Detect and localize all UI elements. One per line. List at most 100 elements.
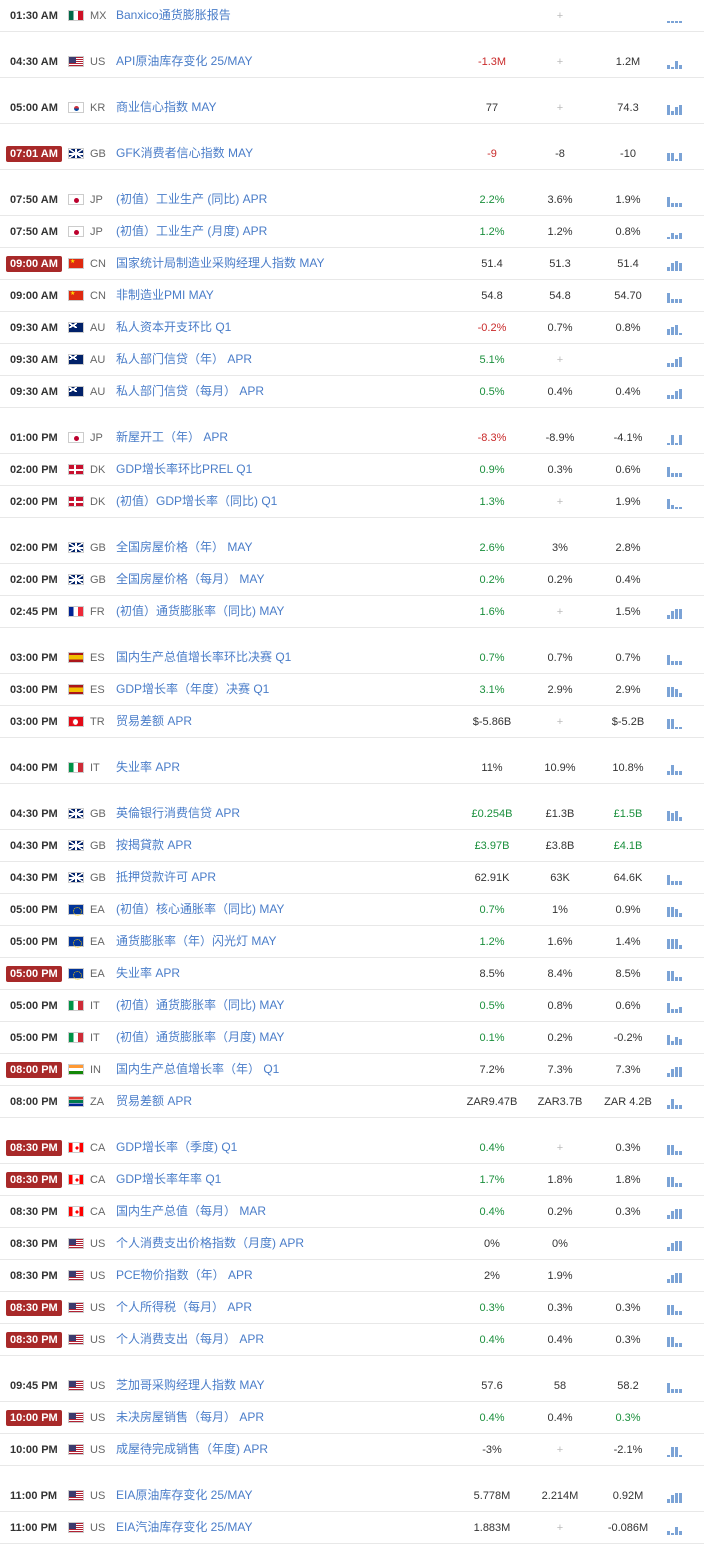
calendar-row[interactable]: 05:00 PMEA通货膨胀率（年）闪光灯 MAY1.2%1.6%1.4% — [0, 926, 704, 958]
event-name[interactable]: EIA汽油库存变化 25/MAY — [116, 1520, 458, 1536]
event-name[interactable]: (初值）工业生产 (同比) APR — [116, 192, 458, 208]
chart-cell[interactable] — [662, 289, 704, 303]
event-name[interactable]: GDP增长率环比PREL Q1 — [116, 462, 458, 478]
calendar-row[interactable]: 03:00 PMESGDP增长率（年度）决赛 Q13.1%2.9%2.9% — [0, 674, 704, 706]
chart-cell[interactable] — [662, 1521, 704, 1535]
calendar-row[interactable]: 09:00 AMCN非制造业PMI MAY54.854.854.70 — [0, 280, 704, 312]
chart-cell[interactable] — [662, 715, 704, 729]
event-name[interactable]: 未决房屋销售（每月） APR — [116, 1410, 458, 1426]
chart-cell[interactable] — [662, 321, 704, 335]
chart-cell[interactable] — [662, 353, 704, 367]
chart-cell[interactable] — [662, 147, 704, 161]
event-name[interactable]: 全国房屋价格（年） MAY — [116, 540, 458, 556]
calendar-row[interactable]: 05:00 PMEA失业率 APR8.5%8.4%8.5% — [0, 958, 704, 990]
calendar-row[interactable]: 04:30 PMGB英倫银行消费信贷 APR£0.254B£1.3B£1.5B — [0, 798, 704, 830]
chart-cell[interactable] — [662, 101, 704, 115]
chart-cell[interactable] — [662, 225, 704, 239]
event-name[interactable]: 私人资本开支环比 Q1 — [116, 320, 458, 336]
event-name[interactable]: 私人部门信贷（每月） APR — [116, 384, 458, 400]
calendar-row[interactable]: 08:30 PMCA国内生产总值（每月） MAR0.4%0.2%0.3% — [0, 1196, 704, 1228]
calendar-row[interactable]: 04:30 AMUSAPI原油库存变化 25/MAY-1.3M+1.2M — [0, 46, 704, 78]
calendar-row[interactable]: 05:00 PMIT(初值）通货膨胀率（月度) MAY0.1%0.2%-0.2% — [0, 1022, 704, 1054]
chart-cell[interactable] — [662, 1205, 704, 1219]
calendar-row[interactable]: 01:30 AMMXBanxico通货膨胀报告+ — [0, 0, 704, 32]
chart-cell[interactable] — [662, 9, 704, 23]
calendar-row[interactable]: 04:30 PMGB按揭貸款 APR£3.97B£3.8B£4.1B — [0, 830, 704, 862]
event-name[interactable]: 按揭貸款 APR — [116, 838, 458, 854]
event-name[interactable]: 抵押贷款许可 APR — [116, 870, 458, 886]
calendar-row[interactable]: 05:00 AMKR商业信心指数 MAY77+74.3 — [0, 92, 704, 124]
chart-cell[interactable] — [662, 683, 704, 697]
calendar-row[interactable]: 07:50 AMJP(初值）工业生产 (同比) APR2.2%3.6%1.9% — [0, 184, 704, 216]
chart-cell[interactable] — [662, 1063, 704, 1077]
chart-cell[interactable] — [662, 999, 704, 1013]
chart-cell[interactable] — [662, 605, 704, 619]
event-name[interactable]: 国内生产总值增长率环比决赛 Q1 — [116, 650, 458, 666]
calendar-row[interactable]: 08:30 PMCAGDP增长率年率 Q11.7%1.8%1.8% — [0, 1164, 704, 1196]
event-name[interactable]: GDP增长率（季度) Q1 — [116, 1140, 458, 1156]
chart-cell[interactable] — [662, 871, 704, 885]
chart-cell[interactable] — [662, 193, 704, 207]
event-name[interactable]: 非制造业PMI MAY — [116, 288, 458, 304]
calendar-row[interactable]: 08:30 PMUS个人消费支出（每月） APR0.4%0.4%0.3% — [0, 1324, 704, 1356]
calendar-row[interactable]: 07:01 AMGBGFK消费者信心指数 MAY-9-8-10 — [0, 138, 704, 170]
calendar-row[interactable]: 08:30 PMUS个人消费支出价格指数（月度) APR0%0% — [0, 1228, 704, 1260]
chart-cell[interactable] — [662, 903, 704, 917]
chart-cell[interactable] — [662, 1095, 704, 1109]
calendar-row[interactable]: 02:00 PMDK(初值）GDP增长率（同比) Q11.3%+1.9% — [0, 486, 704, 518]
chart-cell[interactable] — [662, 463, 704, 477]
event-name[interactable]: 国家统计局制造业采购经理人指数 MAY — [116, 256, 458, 272]
event-name[interactable]: 成屋待完成销售（年度) APR — [116, 1442, 458, 1458]
chart-cell[interactable] — [662, 1269, 704, 1283]
event-name[interactable]: 国内生产总值（每月） MAR — [116, 1204, 458, 1220]
chart-cell[interactable] — [662, 1031, 704, 1045]
calendar-row[interactable]: 11:00 PMUSEIA原油库存变化 25/MAY5.778M2.214M0.… — [0, 1480, 704, 1512]
event-name[interactable]: 国内生产总值增长率（年） Q1 — [116, 1062, 458, 1078]
calendar-row[interactable]: 08:00 PMIN国内生产总值增长率（年） Q17.2%7.3%7.3% — [0, 1054, 704, 1086]
event-name[interactable]: API原油库存变化 25/MAY — [116, 54, 458, 70]
chart-cell[interactable] — [662, 651, 704, 665]
event-name[interactable]: 通货膨胀率（年）闪光灯 MAY — [116, 934, 458, 950]
event-name[interactable]: 个人所得税（每月） APR — [116, 1300, 458, 1316]
calendar-row[interactable]: 02:45 PMFR(初值）通货膨胀率（同比) MAY1.6%+1.5% — [0, 596, 704, 628]
calendar-row[interactable]: 08:00 PMZA贸易差额 APRZAR9.47BZAR3.7BZAR 4.2… — [0, 1086, 704, 1118]
chart-cell[interactable] — [662, 385, 704, 399]
chart-cell[interactable] — [662, 935, 704, 949]
event-name[interactable]: Banxico通货膨胀报告 — [116, 8, 458, 24]
calendar-row[interactable]: 09:00 AMCN国家统计局制造业采购经理人指数 MAY51.451.351.… — [0, 248, 704, 280]
event-name[interactable]: 私人部门信贷（年） APR — [116, 352, 458, 368]
event-name[interactable]: (初值）GDP增长率（同比) Q1 — [116, 494, 458, 510]
calendar-row[interactable]: 07:50 AMJP(初值）工业生产 (月度) APR1.2%1.2%0.8% — [0, 216, 704, 248]
event-name[interactable]: 贸易差额 APR — [116, 714, 458, 730]
event-name[interactable]: (初值）通货膨胀率（同比) MAY — [116, 604, 458, 620]
chart-cell[interactable] — [662, 1379, 704, 1393]
event-name[interactable]: 全国房屋价格（每月） MAY — [116, 572, 458, 588]
event-name[interactable]: GDP增长率（年度）决赛 Q1 — [116, 682, 458, 698]
calendar-row[interactable]: 03:00 PMES国内生产总值增长率环比决赛 Q10.7%0.7%0.7% — [0, 642, 704, 674]
chart-cell[interactable] — [662, 1301, 704, 1315]
calendar-row[interactable]: 09:30 AMAU私人部门信贷（年） APR5.1%+ — [0, 344, 704, 376]
chart-cell[interactable] — [662, 1141, 704, 1155]
calendar-row[interactable]: 08:30 PMUS个人所得税（每月） APR0.3%0.3%0.3% — [0, 1292, 704, 1324]
chart-cell[interactable] — [662, 257, 704, 271]
chart-cell[interactable] — [662, 495, 704, 509]
chart-cell[interactable] — [662, 431, 704, 445]
calendar-row[interactable]: 09:45 PMUS芝加哥采购经理人指数 MAY57.65858.2 — [0, 1370, 704, 1402]
chart-cell[interactable] — [662, 761, 704, 775]
calendar-row[interactable]: 08:30 PMUSPCE物价指数（年） APR2%1.9% — [0, 1260, 704, 1292]
calendar-row[interactable]: 05:00 PMEA(初值）核心通胀率（同比) MAY0.7%1%0.9% — [0, 894, 704, 926]
calendar-row[interactable]: 05:00 PMIT(初值）通货膨胀率（同比) MAY0.5%0.8%0.6% — [0, 990, 704, 1022]
chart-cell[interactable] — [662, 55, 704, 69]
event-name[interactable]: (初值）通货膨胀率（同比) MAY — [116, 998, 458, 1014]
calendar-row[interactable]: 02:00 PMGB全国房屋价格（年） MAY2.6%3%2.8% — [0, 532, 704, 564]
calendar-row[interactable]: 02:00 PMGB全国房屋价格（每月） MAY0.2%0.2%0.4% — [0, 564, 704, 596]
calendar-row[interactable]: 09:30 AMAU私人资本开支环比 Q1-0.2%0.7%0.8% — [0, 312, 704, 344]
event-name[interactable]: 新屋开工（年） APR — [116, 430, 458, 446]
calendar-row[interactable]: 02:00 PMDKGDP增长率环比PREL Q10.9%0.3%0.6% — [0, 454, 704, 486]
chart-cell[interactable] — [662, 1237, 704, 1251]
calendar-row[interactable]: 01:00 PMJP新屋开工（年） APR-8.3%-8.9%-4.1% — [0, 422, 704, 454]
event-name[interactable]: (初值）工业生产 (月度) APR — [116, 224, 458, 240]
calendar-row[interactable]: 11:00 PMUSEIA汽油库存变化 25/MAY1.883M+-0.086M — [0, 1512, 704, 1544]
event-name[interactable]: 商业信心指数 MAY — [116, 100, 458, 116]
calendar-row[interactable]: 04:00 PMIT失业率 APR11%10.9%10.8% — [0, 752, 704, 784]
